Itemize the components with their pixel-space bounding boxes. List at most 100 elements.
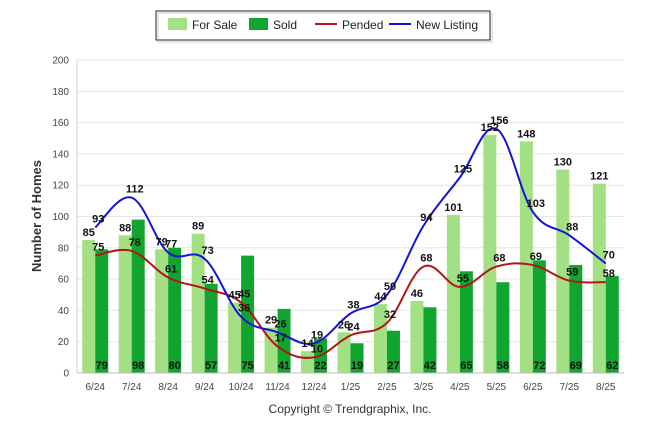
bar-sold: [95, 249, 109, 373]
bar-for-sale: [118, 235, 132, 373]
label-sold: 69: [570, 360, 582, 372]
label-pended: 10: [311, 343, 323, 355]
bar-sold: [131, 219, 145, 373]
label-for-sale: 44: [374, 291, 387, 303]
bar-sold: [386, 330, 400, 373]
legend-label: New Listing: [416, 18, 478, 32]
label-for-sale: 101: [444, 202, 462, 214]
label-new-listing: 73: [202, 245, 214, 257]
bar-sold: [569, 265, 583, 373]
y-tick-label: 40: [58, 306, 70, 317]
x-tick-label: 1/25: [341, 382, 361, 393]
bar-for-sale: [592, 183, 606, 373]
label-pended: 75: [92, 242, 104, 254]
label-sold: 19: [351, 360, 363, 372]
x-tick-label: 12/24: [302, 382, 327, 393]
label-sold: 57: [205, 360, 217, 372]
x-tick-label: 7/25: [560, 382, 580, 393]
label-for-sale: 29: [265, 315, 277, 327]
label-sold: 42: [424, 360, 436, 372]
data-labels: 8579759388987811279806177895754734575453…: [83, 115, 619, 372]
bar-sold: [350, 343, 364, 373]
label-sold: 65: [460, 360, 472, 372]
label-sold: 98: [132, 360, 144, 372]
y-axis-title: Number of Homes: [29, 160, 44, 272]
bar-sold: [423, 307, 437, 373]
y-tick-label: 0: [63, 369, 69, 380]
label-sold: 75: [241, 360, 253, 372]
y-tick-label: 180: [52, 87, 69, 98]
x-tick-label: 10/24: [229, 382, 254, 393]
label-new-listing: 103: [527, 198, 545, 210]
label-sold: 62: [606, 360, 618, 372]
label-new-listing: 112: [126, 184, 144, 196]
label-pended: 59: [566, 267, 578, 279]
label-new-listing: 36: [238, 303, 250, 315]
label-pended: 24: [347, 321, 360, 333]
y-tick-label: 140: [52, 149, 69, 160]
label-for-sale: 26: [338, 319, 350, 331]
label-sold: 80: [169, 360, 181, 372]
label-pended: 78: [129, 237, 141, 249]
label-for-sale: 79: [156, 236, 168, 248]
label-for-sale: 148: [517, 128, 535, 140]
label-new-listing: 125: [454, 163, 472, 175]
bar-for-sale: [191, 233, 205, 373]
legend: For Sale Sold Pended New Listing: [155, 10, 493, 43]
bar-for-sale: [301, 351, 315, 373]
x-tick-label: 8/25: [596, 382, 616, 393]
bar-for-sale: [446, 214, 460, 373]
legend-swatch: [249, 18, 268, 30]
label-sold: 79: [96, 360, 108, 372]
label-pended: 68: [420, 253, 432, 265]
label-pended: 58: [603, 268, 615, 280]
legend-label: For Sale: [192, 18, 238, 32]
y-tick-label: 80: [58, 243, 70, 254]
label-for-sale: 45: [228, 290, 240, 302]
label-pended: 45: [238, 289, 250, 301]
bar-for-sale: [228, 302, 242, 373]
label-sold: 22: [314, 360, 326, 372]
label-new-listing: 77: [165, 238, 177, 250]
label-sold: 41: [278, 360, 290, 372]
x-tick-label: 3/25: [414, 382, 434, 393]
label-sold: 27: [387, 360, 399, 372]
label-new-listing: 93: [92, 213, 104, 225]
bar-for-sale: [556, 169, 570, 373]
bar-sold: [277, 308, 291, 373]
label-new-listing: 70: [603, 249, 615, 261]
y-tick-label: 200: [52, 56, 69, 67]
bar-sold: [496, 282, 510, 373]
bar-for-sale: [519, 141, 533, 373]
label-for-sale: 14: [301, 338, 314, 350]
label-new-listing: 19: [311, 329, 323, 341]
legend-label: Pended: [342, 18, 383, 32]
bars: [82, 135, 619, 373]
legend-shadow: [157, 12, 493, 43]
label-for-sale: 85: [83, 227, 95, 239]
label-pended: 55: [457, 273, 469, 285]
bar-for-sale: [410, 301, 424, 373]
y-tick-label: 20: [58, 337, 70, 348]
x-tick-label: 8/24: [158, 382, 178, 393]
label-for-sale: 130: [554, 157, 572, 169]
line-new-listing: [94, 127, 607, 345]
bar-sold: [204, 283, 218, 373]
bar-for-sale: [264, 327, 278, 373]
y-tick-label: 160: [52, 118, 69, 129]
bar-sold: [241, 255, 255, 373]
label-pended: 69: [530, 251, 542, 263]
y-tick-label: 120: [52, 181, 69, 192]
lines: [94, 127, 607, 359]
line-pended: [95, 248, 606, 359]
label-new-listing: 88: [566, 221, 578, 233]
x-tick-label: 4/25: [450, 382, 470, 393]
label-new-listing: 50: [384, 281, 396, 293]
y-tick-label: 100: [52, 212, 69, 223]
label-for-sale: 152: [481, 122, 499, 134]
label-for-sale: 88: [119, 222, 131, 234]
label-for-sale: 46: [411, 288, 423, 300]
label-new-listing: 38: [347, 300, 359, 312]
